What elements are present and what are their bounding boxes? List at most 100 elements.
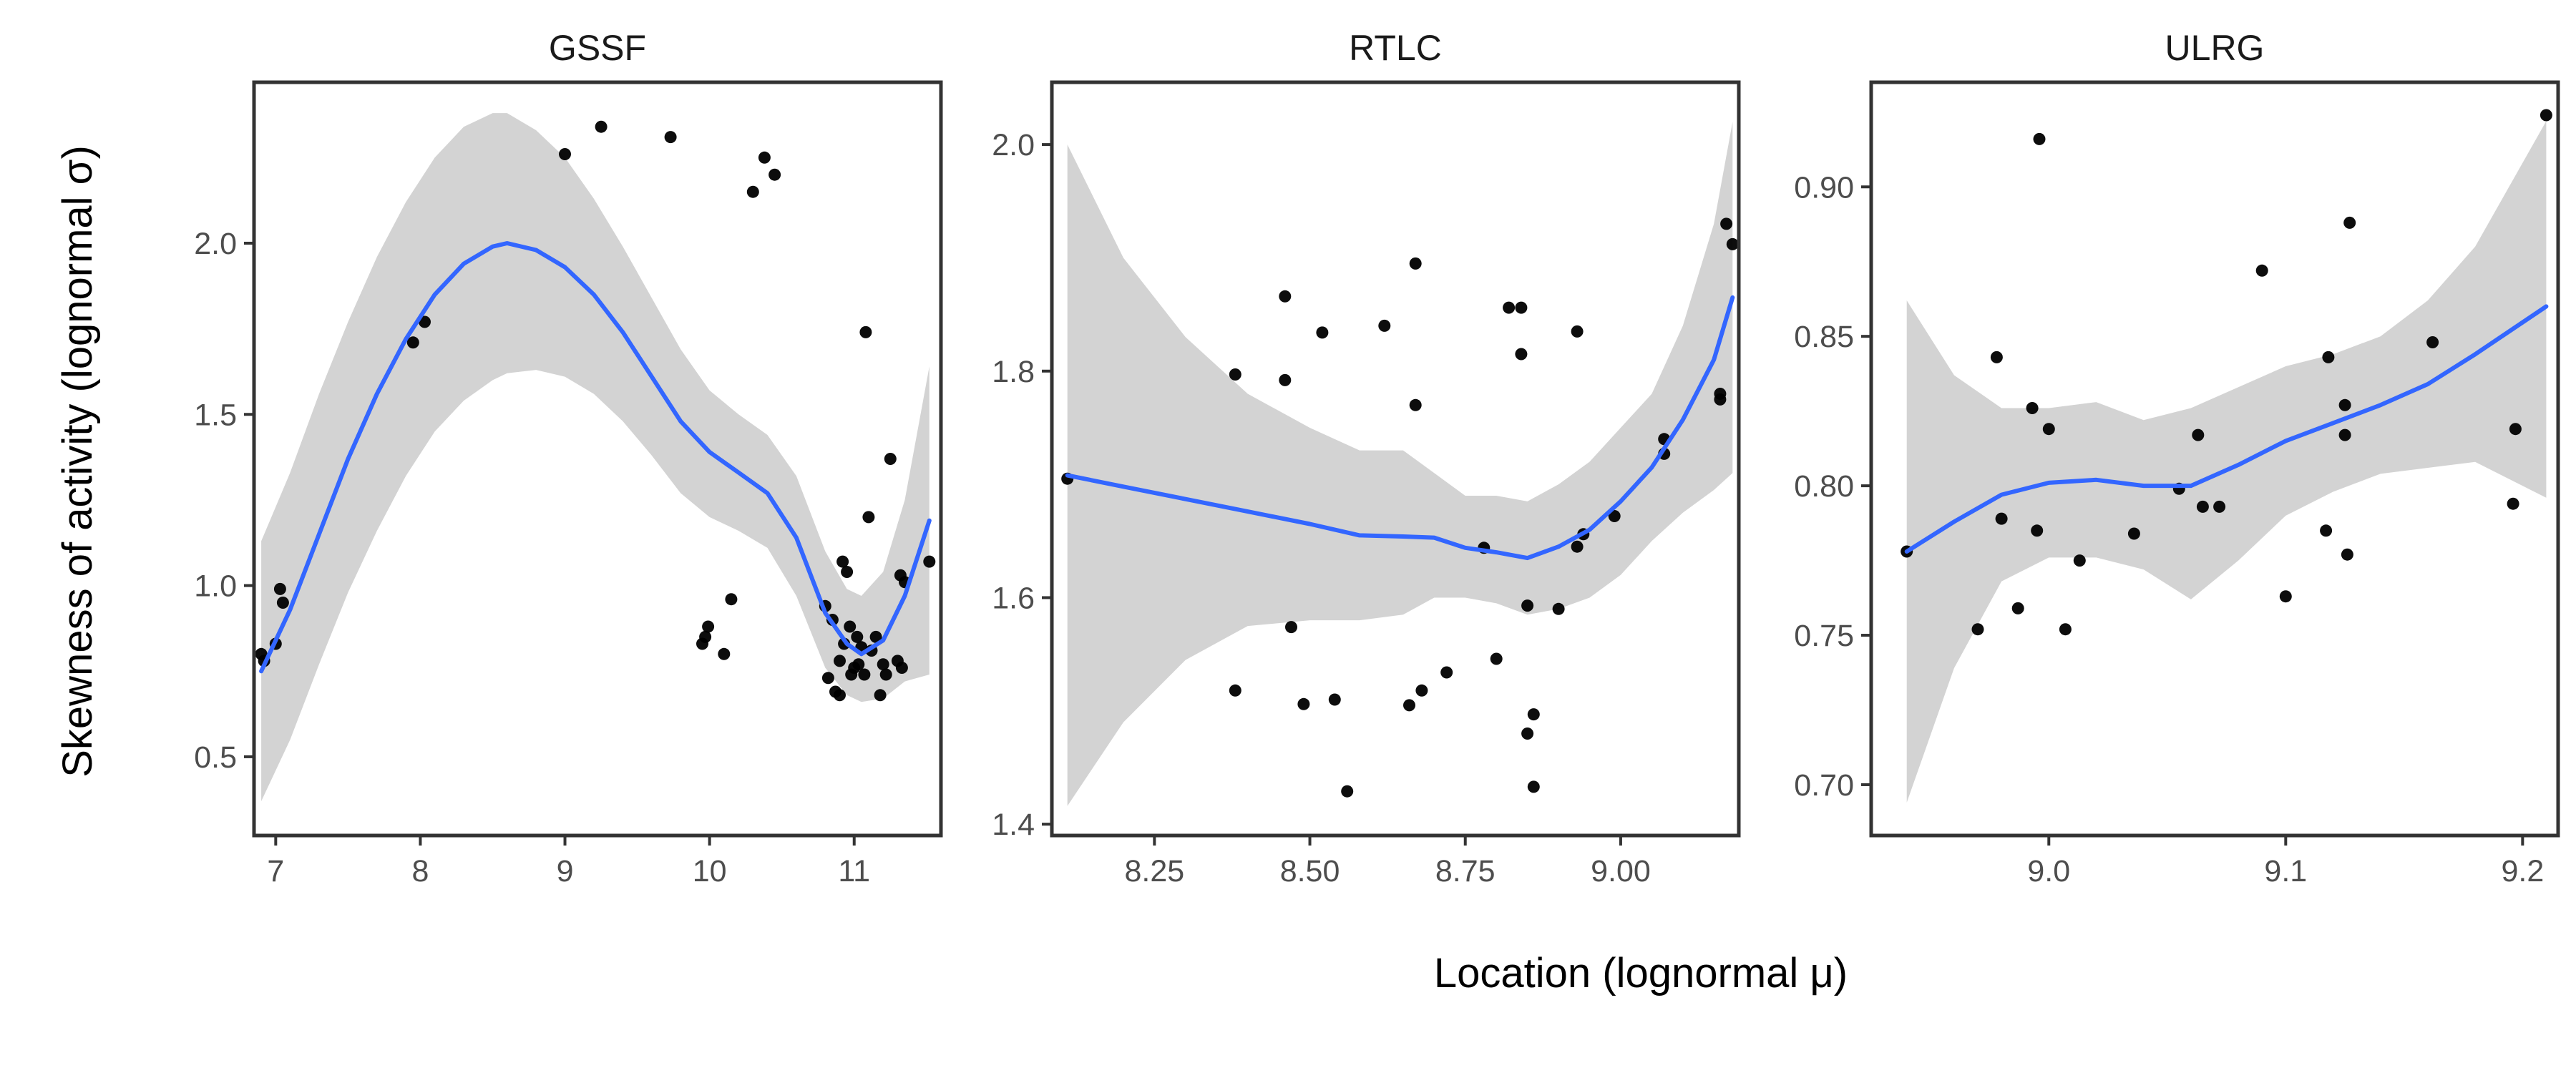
panel-frame xyxy=(252,80,943,838)
data-point xyxy=(1714,388,1727,400)
data-point xyxy=(858,668,871,681)
x-tick-label: 8 xyxy=(411,854,429,888)
data-point xyxy=(1378,319,1391,332)
data-point xyxy=(725,593,738,606)
x-tick-label: 9.00 xyxy=(1591,854,1651,888)
facet-panel-gssf: GSSF 7 8 9 10 11 0.5 1.0 1.5 2.0 xyxy=(194,28,943,888)
x-tick-label: 8.25 xyxy=(1124,854,1184,888)
y-tick-label: 1.4 xyxy=(992,808,1035,842)
data-point xyxy=(1527,708,1540,721)
x-tick-label: 8.75 xyxy=(1435,854,1496,888)
smooth-line xyxy=(1904,304,2549,554)
y-tick-label: 0.5 xyxy=(194,740,237,775)
y-tick-label: 0.85 xyxy=(1794,320,1854,354)
panel-title: ULRG xyxy=(2165,28,2265,68)
confidence-band xyxy=(1906,121,2547,803)
x-tick-label: 8.50 xyxy=(1280,854,1340,888)
data-point xyxy=(1279,290,1292,303)
y-tick-label: 1.0 xyxy=(194,569,237,604)
data-point xyxy=(1515,301,1528,314)
data-points xyxy=(1901,109,2552,636)
panel-title: GSSF xyxy=(549,28,646,68)
data-point xyxy=(2322,351,2335,363)
data-point xyxy=(2320,524,2333,537)
data-point xyxy=(1552,602,1565,615)
data-point xyxy=(1527,780,1540,793)
data-point xyxy=(2042,423,2055,436)
data-point xyxy=(844,620,857,633)
smooth-line xyxy=(1065,295,1735,561)
data-point xyxy=(2192,428,2205,441)
data-point xyxy=(758,151,771,164)
data-point xyxy=(2279,590,2292,603)
data-point xyxy=(1995,512,2008,525)
data-point xyxy=(2026,402,2039,414)
y-tick-label: 0.90 xyxy=(1794,170,1854,205)
data-point xyxy=(273,582,286,595)
data-point xyxy=(1409,257,1422,270)
data-point xyxy=(664,131,677,144)
y-tick-label: 1.5 xyxy=(194,398,237,432)
facet-panel-ulrg: ULRG 9.0 9.1 9.2 0.70 0.75 0.80 0.85 0.90 xyxy=(1794,28,2560,888)
y-tick-label: 0.80 xyxy=(1794,469,1854,504)
data-point xyxy=(746,185,759,198)
data-point xyxy=(2338,398,2351,411)
data-point xyxy=(1503,301,1516,314)
data-point xyxy=(851,630,864,643)
data-point xyxy=(718,647,731,660)
data-point xyxy=(834,655,846,667)
data-point xyxy=(1990,351,2003,363)
data-point xyxy=(595,120,608,133)
data-point xyxy=(923,555,936,568)
data-point xyxy=(769,168,781,181)
data-point xyxy=(1415,684,1428,697)
data-point xyxy=(2031,524,2044,537)
x-axis-title: Location (lognormal μ) xyxy=(1434,950,1848,996)
data-point xyxy=(1490,652,1503,665)
data-point xyxy=(862,511,875,524)
x-tick-label: 11 xyxy=(838,854,870,888)
data-point xyxy=(852,658,865,671)
data-point xyxy=(836,555,849,568)
data-point xyxy=(699,630,712,643)
x-tick-label: 9.2 xyxy=(2501,854,2544,888)
confidence-band xyxy=(1067,122,1733,806)
data-point xyxy=(419,315,431,328)
data-point xyxy=(1229,684,1241,697)
data-point xyxy=(1971,623,1984,636)
data-point xyxy=(1521,727,1534,740)
data-points xyxy=(255,120,936,702)
data-point xyxy=(1229,368,1241,381)
confidence-band xyxy=(261,113,930,802)
data-point xyxy=(2509,423,2522,436)
data-point xyxy=(2127,527,2140,540)
data-point xyxy=(879,668,892,681)
data-point xyxy=(821,672,834,685)
data-point xyxy=(1328,693,1341,706)
data-point xyxy=(2343,216,2356,229)
data-point xyxy=(559,148,571,160)
data-point xyxy=(1521,599,1534,612)
data-point xyxy=(874,689,887,702)
data-point xyxy=(702,620,715,633)
data-point xyxy=(2073,554,2086,567)
data-point xyxy=(1726,237,1739,250)
panel-title: RTLC xyxy=(1349,28,1442,68)
y-tick-label: 1.8 xyxy=(992,355,1035,389)
data-point xyxy=(1409,398,1422,411)
smooth-line xyxy=(259,241,932,674)
y-tick-label: 1.6 xyxy=(992,581,1035,615)
x-tick-label: 10 xyxy=(693,854,727,888)
data-point xyxy=(1608,510,1621,522)
x-tick-label: 9 xyxy=(557,854,574,888)
data-point xyxy=(2011,602,2024,614)
data-point xyxy=(1341,785,1354,798)
data-point xyxy=(1285,621,1297,634)
data-point xyxy=(2540,109,2552,122)
data-point xyxy=(276,597,289,609)
data-point xyxy=(859,325,872,338)
y-tick-label: 0.75 xyxy=(1794,619,1854,653)
data-point xyxy=(869,630,882,643)
data-point xyxy=(1515,348,1528,361)
